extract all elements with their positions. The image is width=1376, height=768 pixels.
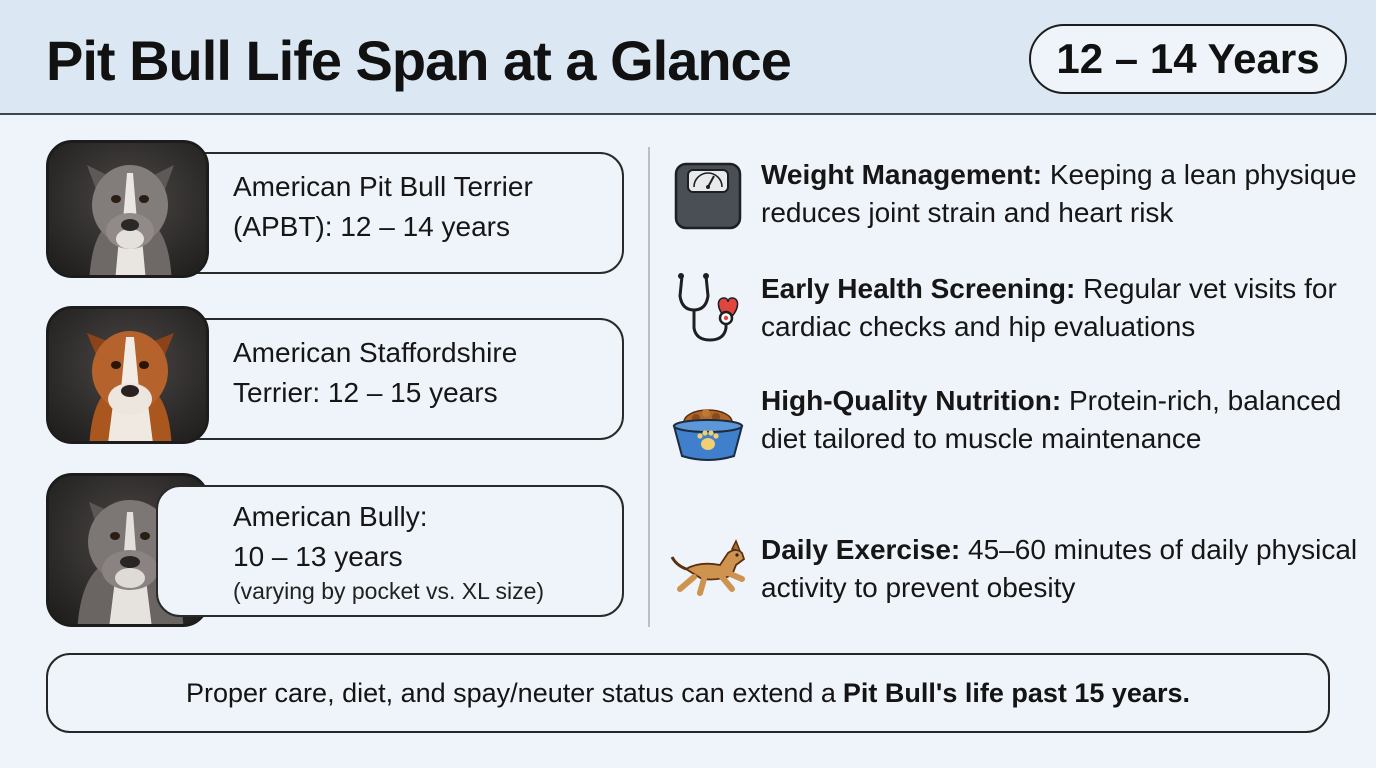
tip-body: Regular vet visits for cardiac checks an…: [761, 273, 1337, 342]
breed-text: American Pit Bull Terrier (APBT): 12 – 1…: [233, 140, 612, 274]
breed-lifespan: Terrier: 12 – 15 years: [233, 377, 498, 408]
tip-early-health-screening: Early Health Screening: Regular vet visi…: [670, 270, 1360, 370]
breed-card-frame: [156, 318, 624, 440]
breed-card-frame-tall: [156, 485, 624, 617]
breed-size-note: (varying by pocket vs. XL size): [233, 578, 545, 604]
tip-title: Early Health Screening:: [761, 273, 1076, 304]
tip-body: 45–60 minutes of daily physical activity…: [761, 534, 1358, 603]
header-band: Pit Bull Life Span at a Glance 12 – 14 Y…: [0, 0, 1376, 115]
grey-pit-bull-photo-icon: [46, 140, 209, 278]
breed-text: American Staffordshire Terrier: 12 – 15 …: [233, 306, 612, 440]
column-divider: [648, 147, 650, 627]
tip-title: High-Quality Nutrition:: [761, 385, 1062, 416]
breed-card-amstaff: American Staffordshire Terrier: 12 – 15 …: [46, 306, 626, 444]
tip-body: Keeping a lean physique reduces joint st…: [761, 159, 1357, 228]
running-dog-icon: [670, 535, 750, 615]
breed-name: American Pit Bull Terrier: [233, 171, 533, 202]
tip-text: High-Quality Nutrition: Protein-rich, ba…: [761, 382, 1361, 458]
tip-weight-management: Weight Management: Keeping a lean physiq…: [670, 156, 1360, 256]
footer-note: Proper care, diet, and spay/neuter statu…: [46, 653, 1330, 733]
breed-card-american-bully: American Bully: 10 – 13 years (varying b…: [46, 473, 626, 627]
breed-lifespan: (APBT): 12 – 14 years: [233, 211, 511, 242]
scale-icon: [670, 156, 750, 236]
breed-card-apbt: American Pit Bull Terrier (APBT): 12 – 1…: [46, 140, 626, 278]
tip-body: Protein-rich, balanced diet tailored to …: [761, 385, 1342, 454]
breed-lifespan: 10 – 13 years: [233, 541, 403, 572]
breed-name: American Bully:: [233, 501, 428, 532]
tip-text: Daily Exercise: 45–60 minutes of daily p…: [761, 531, 1361, 607]
lifespan-badge: 12 – 14 Years: [1029, 24, 1347, 94]
tip-daily-exercise: Daily Exercise: 45–60 minutes of daily p…: [670, 531, 1360, 631]
dog-food-bowl-icon: [670, 396, 750, 476]
tip-text: Weight Management: Keeping a lean physiq…: [761, 156, 1361, 232]
breed-name: American Staffordshire: [233, 337, 518, 368]
page-title: Pit Bull Life Span at a Glance: [46, 29, 792, 92]
stethoscope-heart-icon: [670, 270, 750, 350]
breed-card-frame: [156, 152, 624, 274]
footer-text: Proper care, diet, and spay/neuter statu…: [186, 677, 836, 708]
tip-title: Daily Exercise:: [761, 534, 961, 565]
tip-high-quality-nutrition: High-Quality Nutrition: Protein-rich, ba…: [670, 382, 1360, 502]
tip-text: Early Health Screening: Regular vet visi…: [761, 270, 1361, 346]
footer-emphasis: Pit Bull's life past 15 years.: [842, 677, 1190, 708]
tip-title: Weight Management:: [761, 159, 1043, 190]
breed-text: American Bully: 10 – 13 years (varying b…: [233, 495, 612, 607]
fawn-staffordshire-photo-icon: [46, 306, 209, 444]
